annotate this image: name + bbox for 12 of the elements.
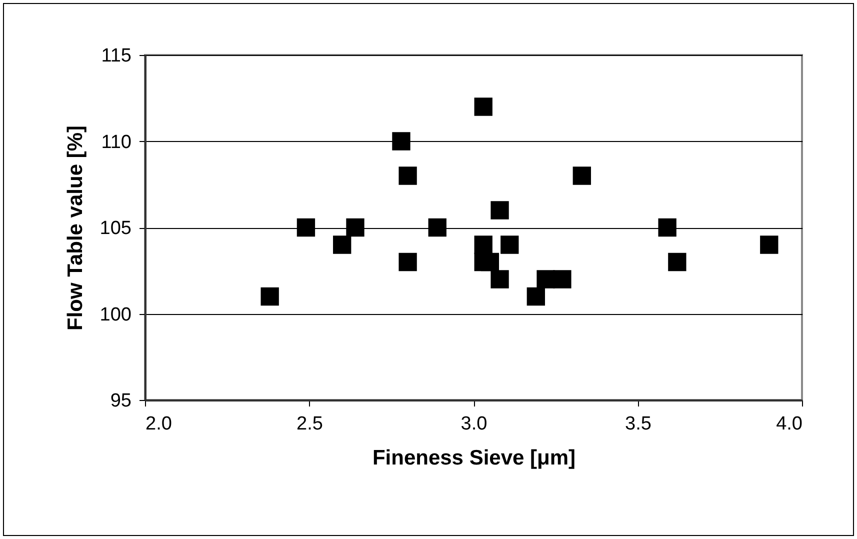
y-tick-label: 95 bbox=[110, 390, 132, 412]
x-tick-label: 2.0 bbox=[146, 414, 172, 434]
x-tick-label: 2.5 bbox=[296, 414, 323, 434]
y-axis-title: Flow Table value [%] bbox=[64, 126, 87, 330]
x-tick-label: 3.5 bbox=[625, 414, 652, 434]
y-tick-label: 100 bbox=[100, 304, 132, 326]
y-tick-label: 110 bbox=[101, 132, 132, 153]
x-tick-label: 3.0 bbox=[460, 414, 488, 434]
y-tick-label: 105 bbox=[100, 218, 132, 239]
x-tick-label: 4.0 bbox=[776, 414, 802, 434]
y-tick-label: 115 bbox=[101, 46, 132, 66]
x-axis-title: Fineness Sieve [μm] bbox=[372, 446, 576, 470]
